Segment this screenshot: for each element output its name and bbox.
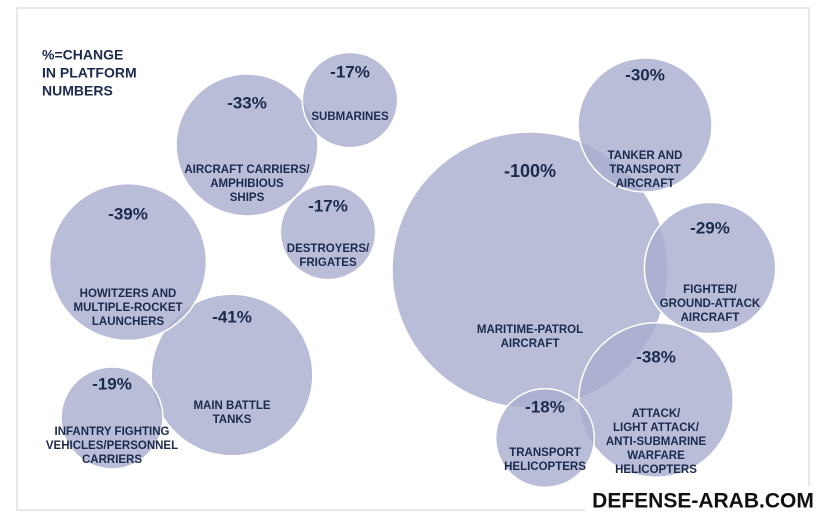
bubble xyxy=(175,73,319,217)
value-label: -33% xyxy=(227,93,267,112)
category-label: INFANTRY FIGHTING xyxy=(55,426,170,438)
title-line: NUMBERS xyxy=(42,83,113,99)
watermark-bg xyxy=(585,486,821,516)
value-label: -17% xyxy=(308,196,348,215)
frame xyxy=(16,7,810,511)
value-label: -100% xyxy=(504,161,556,181)
category-label: FRIGATES xyxy=(299,257,357,269)
category-label: LIGHT ATTACK/ xyxy=(613,422,700,434)
bubble xyxy=(48,182,208,342)
category-label: VEHICLES/PERSONNEL xyxy=(46,440,178,452)
bubble xyxy=(578,322,734,478)
value-label: -41% xyxy=(212,307,252,326)
category-label: HOWITZERS AND xyxy=(80,288,177,300)
bubble xyxy=(301,51,399,149)
category-label: AIRCRAFT xyxy=(501,338,560,350)
value-label: -17% xyxy=(330,62,370,81)
category-label: AIRCRAFT xyxy=(616,178,675,190)
category-label: HELICOPTERS xyxy=(615,464,697,476)
value-label: -29% xyxy=(690,218,730,237)
title-line: IN PLATFORM xyxy=(42,65,137,81)
bubble xyxy=(494,387,596,489)
category-label: MARITIME-PATROL xyxy=(477,324,583,336)
category-label: CARRIERS xyxy=(82,454,142,466)
watermark: DEFENSE-ARAB.COM xyxy=(592,490,814,513)
bubbles xyxy=(48,51,777,489)
category-label: LAUNCHERS xyxy=(92,316,165,328)
category-label: TRANSPORT xyxy=(509,447,581,459)
value-label: -19% xyxy=(92,374,132,393)
value-label: -39% xyxy=(108,204,148,223)
title-line: %=CHANGE xyxy=(42,47,123,63)
category-label: DESTROYERS/ xyxy=(287,243,370,255)
category-label: FIGHTER/ xyxy=(683,284,737,296)
category-label: HELICOPTERS xyxy=(504,461,586,473)
category-label: ATTACK/ xyxy=(632,408,682,420)
category-label: MULTIPLE-ROCKET xyxy=(73,302,182,314)
bubble xyxy=(150,293,314,457)
bubble xyxy=(643,201,777,335)
category-label: ANTI-SUBMARINE xyxy=(606,436,707,448)
category-label: SHIPS xyxy=(230,192,265,204)
category-label: GROUND-ATTACK xyxy=(660,298,761,310)
category-label: TANKS xyxy=(213,414,252,426)
category-label: SUBMARINES xyxy=(311,111,389,123)
value-label: -30% xyxy=(625,65,665,84)
bubble xyxy=(279,183,377,281)
bubble xyxy=(60,366,164,470)
category-label: WARFARE xyxy=(627,450,685,462)
value-label: -18% xyxy=(525,397,565,416)
category-label: TRANSPORT xyxy=(609,164,681,176)
category-label: MAIN BATTLE xyxy=(193,400,270,412)
bubble xyxy=(577,57,713,193)
category-label: AIRCRAFT CARRIERS/ xyxy=(184,164,310,176)
category-label: AIRCRAFT xyxy=(681,312,740,324)
category-label: TANKER AND xyxy=(608,150,683,162)
value-label: -38% xyxy=(636,347,676,366)
category-label: AMPHIBIOUS xyxy=(210,178,284,190)
